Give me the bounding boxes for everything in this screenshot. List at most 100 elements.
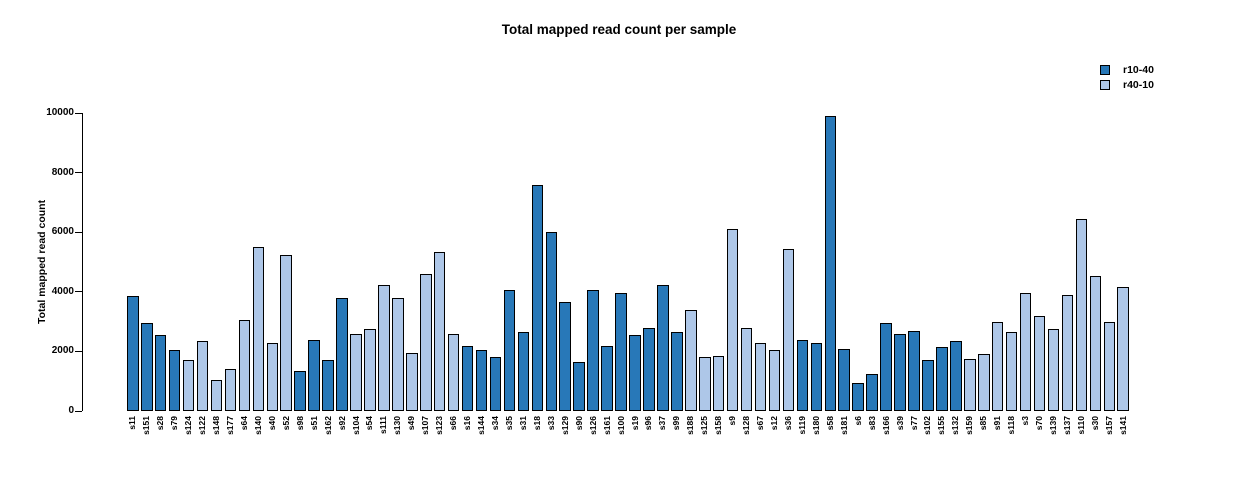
- x-tick-label-s98: s98: [294, 416, 305, 431]
- x-tick-label-s99: s99: [671, 416, 682, 431]
- y-tick-mark: [75, 112, 82, 114]
- x-tick-label-s166: s166: [880, 416, 891, 435]
- bar-s19: [629, 335, 641, 411]
- x-tick-label-s12: s12: [769, 416, 779, 431]
- bar-s122: [196, 341, 209, 411]
- x-tick-label-s100: s100: [615, 416, 626, 435]
- bar-s90: [573, 361, 585, 411]
- x-tick-label-s37: s37: [657, 416, 668, 431]
- x-tick-label-s52: s52: [280, 416, 291, 431]
- bar-s96: [643, 327, 655, 411]
- x-tick-label-s151: s151: [141, 416, 152, 435]
- bar-s3: [1019, 293, 1032, 411]
- x-tick-label-s16: s16: [462, 416, 473, 431]
- bar-s107: [419, 274, 432, 411]
- x-tick-label-s124: s124: [183, 416, 194, 435]
- x-tick-label-s11: s11: [127, 416, 138, 430]
- x-tick-label-s64: s64: [238, 416, 249, 431]
- bar-s111: [378, 284, 390, 411]
- x-tick-label-s144: s144: [476, 416, 487, 435]
- x-tick-label-s148: s148: [211, 416, 221, 435]
- x-tick-label-s123: s123: [434, 416, 445, 435]
- x-tick-label-s40: s40: [266, 416, 277, 431]
- bar-s188: [685, 309, 697, 411]
- bar-s181: [838, 348, 851, 411]
- x-tick-label-s70: s70: [1034, 416, 1045, 431]
- bar-s98: [294, 370, 306, 411]
- bar-s31: [517, 332, 530, 411]
- x-tick-label-s126: s126: [587, 416, 598, 435]
- bar-s92: [336, 297, 348, 411]
- x-tick-label-s3: s3: [1020, 416, 1031, 426]
- bar-s83: [866, 373, 878, 411]
- x-tick-label-s118: s118: [1006, 416, 1017, 435]
- y-tick-mark: [75, 231, 82, 233]
- x-tick-label-s28: s28: [155, 416, 166, 431]
- legend-label: r40-10: [1123, 78, 1154, 91]
- bar-s140: [252, 247, 265, 411]
- y-axis-line: [82, 113, 83, 411]
- x-tick-label-s30: s30: [1089, 416, 1100, 431]
- y-tick-label: 6000: [51, 226, 74, 238]
- bar-s132: [950, 341, 962, 411]
- x-tick-label-s140: s140: [252, 416, 263, 435]
- bar-s30: [1089, 275, 1102, 411]
- bar-s148: [210, 379, 223, 411]
- bar-s18: [531, 184, 544, 411]
- bar-s11: [127, 296, 139, 411]
- x-tick-label-s180: s180: [810, 416, 821, 435]
- x-tick-label-s51: s51: [308, 416, 319, 431]
- x-tick-label-s96: s96: [643, 416, 654, 431]
- x-tick-label-s128: s128: [741, 416, 752, 435]
- x-tick-label-s157: s157: [1103, 416, 1114, 435]
- bar-s137: [1061, 294, 1074, 411]
- bar-s128: [740, 327, 753, 411]
- bar-s91: [991, 321, 1004, 411]
- x-tick-label-s79: s79: [169, 416, 180, 431]
- x-tick-label-s19: s19: [629, 416, 640, 431]
- legend-row: r40-10: [1100, 77, 1154, 92]
- x-tick-label-s66: s66: [448, 416, 459, 431]
- bar-s49: [406, 352, 418, 411]
- bar-s157: [1103, 321, 1116, 411]
- x-tick-label-s107: s107: [420, 416, 431, 435]
- x-tick-label-s31: s31: [517, 416, 528, 431]
- bar-s77: [908, 330, 920, 411]
- x-tick-label-s104: s104: [350, 416, 361, 435]
- x-tick-label-s67: s67: [755, 416, 766, 431]
- legend-swatch-r10-40: [1100, 64, 1110, 75]
- x-tick-label-s130: s130: [392, 416, 403, 435]
- y-tick-label: 8000: [51, 166, 74, 178]
- x-tick-label-s39: s39: [894, 416, 905, 431]
- x-tick-label-s161: s161: [601, 416, 612, 435]
- bar-s139: [1047, 329, 1060, 411]
- x-tick-label-s110: s110: [1075, 416, 1086, 435]
- x-tick-label-s36: s36: [782, 416, 793, 431]
- bar-s104: [350, 333, 362, 411]
- x-tick-label-s58: s58: [824, 416, 835, 431]
- x-tick-label-s119: s119: [796, 416, 807, 435]
- bar-s39: [894, 333, 906, 411]
- bar-s40: [266, 342, 279, 411]
- x-tick-label-s33: s33: [545, 416, 556, 431]
- x-tick-label-s139: s139: [1048, 416, 1058, 435]
- x-tick-label-s129: s129: [559, 416, 570, 435]
- bar-s12: [768, 349, 781, 411]
- x-tick-label-s90: s90: [573, 416, 584, 431]
- bar-s79: [168, 349, 181, 411]
- y-tick-label: 10000: [46, 107, 74, 119]
- x-tick-label-s54: s54: [364, 416, 375, 431]
- bar-s124: [182, 360, 195, 411]
- x-tick-label-s155: s155: [936, 416, 947, 435]
- x-tick-label-s132: s132: [950, 416, 961, 435]
- bar-s162: [322, 360, 334, 411]
- bar-s66: [447, 333, 460, 411]
- x-tick-label-s181: s181: [838, 416, 849, 435]
- x-tick-label-s159: s159: [964, 416, 975, 435]
- bar-s151: [140, 323, 153, 411]
- x-tick-label-s158: s158: [713, 416, 724, 435]
- bar-s37: [657, 284, 669, 411]
- bar-s144: [475, 349, 488, 411]
- x-tick-label-s83: s83: [866, 416, 877, 431]
